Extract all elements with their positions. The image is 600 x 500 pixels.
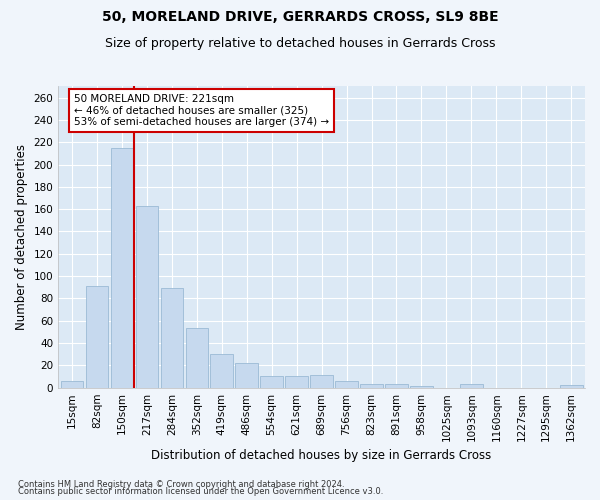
Bar bbox=[385, 384, 408, 388]
X-axis label: Distribution of detached houses by size in Gerrards Cross: Distribution of detached houses by size … bbox=[151, 450, 492, 462]
Bar bbox=[86, 286, 108, 388]
Bar bbox=[161, 288, 183, 388]
Bar bbox=[211, 354, 233, 388]
Bar bbox=[335, 381, 358, 388]
Bar bbox=[136, 206, 158, 388]
Bar bbox=[110, 148, 133, 388]
Text: Contains HM Land Registry data © Crown copyright and database right 2024.: Contains HM Land Registry data © Crown c… bbox=[18, 480, 344, 489]
Y-axis label: Number of detached properties: Number of detached properties bbox=[15, 144, 28, 330]
Bar bbox=[560, 386, 583, 388]
Bar bbox=[260, 376, 283, 388]
Text: Size of property relative to detached houses in Gerrards Cross: Size of property relative to detached ho… bbox=[105, 38, 495, 51]
Bar bbox=[286, 376, 308, 388]
Bar bbox=[460, 384, 482, 388]
Text: 50 MORELAND DRIVE: 221sqm
← 46% of detached houses are smaller (325)
53% of semi: 50 MORELAND DRIVE: 221sqm ← 46% of detac… bbox=[74, 94, 329, 127]
Text: 50, MORELAND DRIVE, GERRARDS CROSS, SL9 8BE: 50, MORELAND DRIVE, GERRARDS CROSS, SL9 … bbox=[101, 10, 499, 24]
Bar bbox=[310, 376, 333, 388]
Bar bbox=[235, 363, 258, 388]
Bar bbox=[360, 384, 383, 388]
Bar bbox=[410, 386, 433, 388]
Text: Contains public sector information licensed under the Open Government Licence v3: Contains public sector information licen… bbox=[18, 488, 383, 496]
Bar bbox=[61, 381, 83, 388]
Bar bbox=[185, 328, 208, 388]
